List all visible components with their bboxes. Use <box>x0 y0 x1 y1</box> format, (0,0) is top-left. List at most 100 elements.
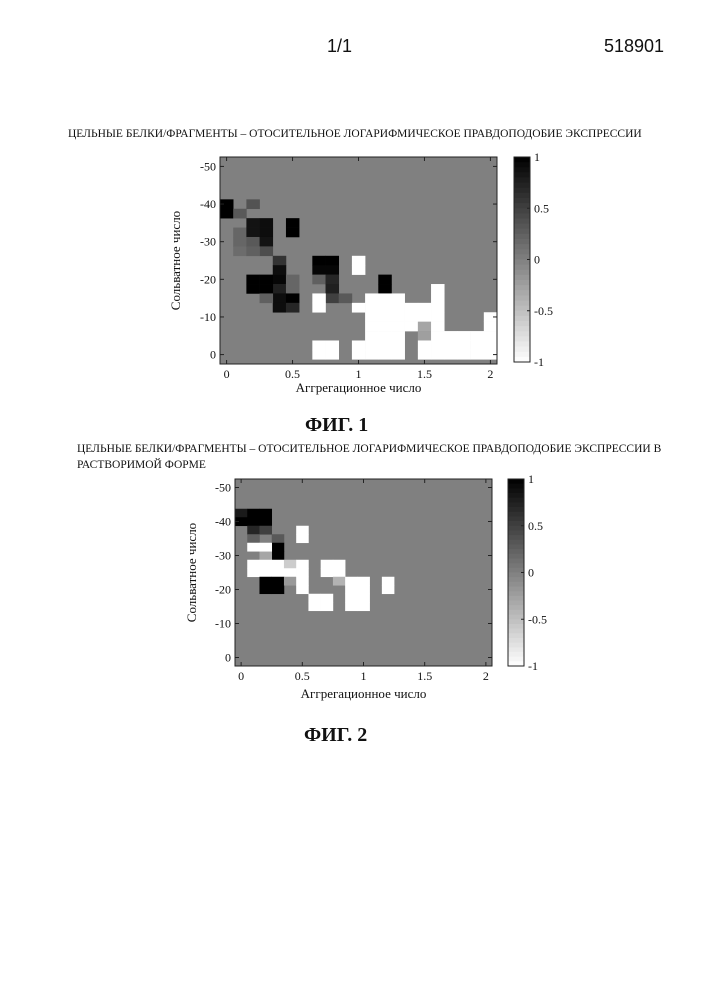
heatmap-cell <box>391 312 404 322</box>
heatmap-cell <box>259 517 272 526</box>
heatmap-cell <box>431 350 444 360</box>
heatmap-cell <box>296 585 309 594</box>
y-tick-label: -10 <box>215 617 231 631</box>
heatmap-cell <box>391 293 404 303</box>
heatmap-cell <box>312 256 325 266</box>
colorbar-segment <box>514 162 530 168</box>
y-tick-label: -20 <box>200 272 216 286</box>
x-tick-label: 1 <box>356 367 362 381</box>
heatmap-cell <box>272 568 285 577</box>
y-tick-label: -50 <box>215 481 231 495</box>
heatmap-cell <box>405 303 418 313</box>
colorbar-segment <box>508 601 524 606</box>
colorbar-segment <box>514 219 530 225</box>
colorbar-segment <box>514 172 530 178</box>
heatmap-cell <box>246 218 259 228</box>
heatmap-cell <box>484 340 497 350</box>
heatmap-cell <box>431 312 444 322</box>
heatmap-cell <box>272 551 285 560</box>
colorbar-segment <box>514 316 530 322</box>
heatmap-cell <box>365 331 378 341</box>
colorbar-segment <box>508 558 524 563</box>
heatmap-cell <box>259 585 272 594</box>
colorbar-tick-label: -0.5 <box>528 612 547 626</box>
colorbar-segment <box>508 624 524 629</box>
colorbar-segment <box>514 244 530 250</box>
x-tick-label: 0.5 <box>285 367 300 381</box>
colorbar-segment <box>508 502 524 507</box>
heatmap-cell <box>352 265 365 275</box>
heatmap-cell <box>345 577 358 586</box>
x-tick-label: 2 <box>483 669 489 683</box>
heatmap-cell <box>286 293 299 303</box>
heatmap-cell <box>260 237 273 247</box>
heatmap-cell <box>259 560 272 569</box>
y-tick-label: -30 <box>215 549 231 563</box>
y-tick-label: -10 <box>200 310 216 324</box>
colorbar-segment <box>508 479 524 484</box>
heatmap-cell <box>444 331 457 341</box>
colorbar-segment <box>514 229 530 235</box>
heatmap-cell <box>457 331 470 341</box>
heatmap-cell <box>272 560 285 569</box>
colorbar-segment <box>508 596 524 601</box>
heatmap-cell <box>272 577 285 586</box>
heatmap-cell <box>273 284 286 294</box>
colorbar-segment <box>508 498 524 503</box>
heatmap-cell <box>333 568 346 577</box>
heatmap-cell <box>321 568 334 577</box>
heatmap-cell <box>272 543 285 552</box>
colorbar-tick-label: 0.5 <box>534 201 549 215</box>
colorbar-segment <box>508 549 524 554</box>
heatmap-cell <box>431 284 444 294</box>
heatmap-cell <box>286 218 299 228</box>
colorbar-segment <box>514 280 530 286</box>
y-tick-label: -30 <box>200 235 216 249</box>
colorbar-segment <box>508 512 524 517</box>
y-tick-label: -50 <box>200 159 216 173</box>
heatmap-cell <box>357 594 370 603</box>
colorbar-segment <box>508 526 524 531</box>
heatmap-cell <box>391 322 404 332</box>
colorbar-segment <box>514 167 530 173</box>
heatmap-cell <box>431 331 444 341</box>
colorbar-tick-label: 1 <box>528 472 534 486</box>
heatmap-cell <box>273 275 286 285</box>
colorbar-segment <box>514 336 530 342</box>
colorbar-tick-label: 1 <box>534 150 540 164</box>
colorbar-segment <box>508 484 524 489</box>
colorbar-segment <box>508 629 524 634</box>
heatmap-cell <box>260 284 273 294</box>
y-tick-label: 0 <box>210 348 216 362</box>
heatmap-cell <box>391 340 404 350</box>
heatmap-cell <box>345 594 358 603</box>
colorbar-segment <box>514 239 530 245</box>
colorbar-segment <box>514 208 530 214</box>
heatmap-cell <box>345 602 358 611</box>
heatmap-cell <box>378 331 391 341</box>
colorbar-segment <box>514 249 530 255</box>
heatmap-cell <box>273 293 286 303</box>
heatmap-cell <box>391 303 404 313</box>
heatmap-cell <box>246 284 259 294</box>
heatmap-cell <box>259 577 272 586</box>
heatmap-cell <box>247 543 260 552</box>
heatmap-cell <box>378 340 391 350</box>
colorbar-segment <box>514 178 530 184</box>
heatmap-cell <box>312 293 325 303</box>
heatmap-cell <box>378 303 391 313</box>
colorbar-segment <box>514 260 530 266</box>
heatmap-cell <box>378 322 391 332</box>
colorbar-segment <box>514 188 530 194</box>
heatmap-cell <box>484 322 497 332</box>
heatmap-cell <box>326 265 339 275</box>
heatmap-cell <box>431 340 444 350</box>
colorbar-segment <box>508 591 524 596</box>
heatmap-cell <box>378 350 391 360</box>
heatmap-cell <box>296 577 309 586</box>
x-tick-label: 0 <box>224 367 230 381</box>
colorbar-tick-label: 0.5 <box>528 519 543 533</box>
x-tick-label: 0 <box>238 669 244 683</box>
colorbar-segment <box>514 342 530 348</box>
